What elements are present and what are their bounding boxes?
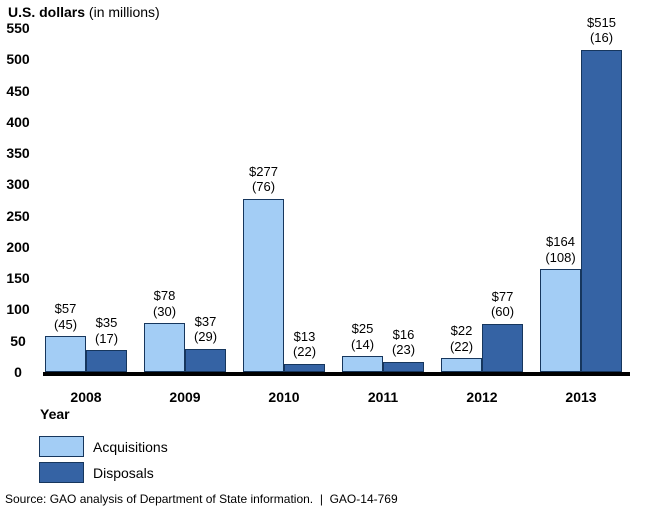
bar-disposals-2013 [581,49,622,372]
y-tick-350: 350 [6,145,30,162]
bar-label-count: (29) [193,329,218,345]
bar-label-value: $35 [95,315,118,331]
bar-label-value: $22 [450,323,473,339]
y-tick-250: 250 [6,207,30,224]
bar-acquisitions-2009 [144,323,185,372]
bar-disposals-2009 [185,348,226,372]
bar-label-count: (30) [152,303,177,319]
bar-label-count: (60) [490,304,515,320]
bar-label-value: $57 [54,301,77,317]
x-axis-line [43,372,630,376]
bar-label-count: (22) [449,338,474,354]
bar-label-value: $77 [491,288,514,304]
bar-label-count: (108) [545,249,576,265]
bar-label-value: $25 [351,321,374,337]
bar-acquisitions-2010 [243,198,284,372]
bar-acquisitions-2011 [342,356,383,372]
y-tick-500: 500 [6,51,30,68]
bar-label-acquisitions-2010: $277 (76) [219,164,309,195]
y-axis-title-unit: (in millions) [85,4,160,20]
bar-label-value: $78 [153,288,176,304]
y-tick-550: 550 [6,20,30,36]
bar-label-disposals-2008: $35 (17) [62,315,152,346]
legend-swatch-acquisitions [39,436,84,457]
x-axis-title: Year [40,406,70,422]
legend-row-disposals: Disposals [39,462,168,483]
bar-label-acquisitions-2013: $164 (108) [516,234,606,265]
x-tick-2012: 2012 [466,389,498,405]
bar-label-disposals-2010: $13 (22) [260,329,350,360]
bar-label-value: $277 [249,163,278,179]
y-axis-title-main: U.S. dollars [8,4,86,20]
y-tick-0: 0 [14,364,22,380]
bar-label-disposals-2011: $16 (23) [359,327,449,358]
legend-label-disposals: Disposals [93,464,154,481]
x-tick-2011: 2011 [367,389,399,405]
bar-label-acquisitions-2009: $78 (30) [120,288,210,319]
x-tick-2013: 2013 [565,389,597,405]
bar-label-disposals-2009: $37 (29) [161,314,251,345]
bar-label-acquisitions-2008: $57 (45) [21,301,111,332]
bar-disposals-2011 [383,361,424,372]
y-tick-50: 50 [10,332,26,349]
source-note: Source: GAO analysis of Department of St… [5,492,398,506]
bar-label-count: (22) [292,344,317,360]
bar-label-count: (14) [350,336,375,352]
bar-label-count: (16) [589,30,614,46]
bar-disposals-2012 [482,323,523,372]
y-tick-100: 100 [6,301,30,318]
y-tick-450: 450 [6,82,30,99]
bar-label-disposals-2013: $515 (16) [557,15,647,46]
legend-swatch-disposals [39,462,84,483]
bar-label-value: $164 [546,234,575,250]
y-tick-400: 400 [6,113,30,130]
y-tick-300: 300 [6,176,30,193]
legend: Acquisitions Disposals [39,436,168,483]
bar-label-disposals-2012: $77 (60) [458,289,548,320]
bar-acquisitions-2008 [45,336,86,372]
bar-label-value: $13 [293,328,316,344]
bar-label-count: (76) [251,179,276,195]
bar-disposals-2008 [86,350,127,372]
x-tick-2009: 2009 [169,389,201,405]
x-tick-2010: 2010 [268,389,300,405]
bar-acquisitions-2012 [441,358,482,372]
bar-label-value: $37 [194,313,217,329]
x-tick-2008: 2008 [70,389,102,405]
y-tick-150: 150 [6,270,30,287]
y-axis-title: U.S. dollars (in millions) [8,4,160,20]
y-tick-200: 200 [6,238,30,255]
legend-label-acquisitions: Acquisitions [93,438,168,455]
bar-label-count: (23) [391,342,416,358]
bar-label-acquisitions-2012: $22 (22) [417,323,507,354]
bar-label-value: $515 [587,14,616,30]
bar-label-count: (17) [94,330,119,346]
bar-label-count: (45) [53,316,78,332]
legend-row-acquisitions: Acquisitions [39,436,168,457]
bar-label-acquisitions-2011: $25 (14) [318,321,408,352]
bar-acquisitions-2013 [540,269,581,372]
bar-label-value: $16 [392,326,415,342]
bar-disposals-2010 [284,363,325,372]
